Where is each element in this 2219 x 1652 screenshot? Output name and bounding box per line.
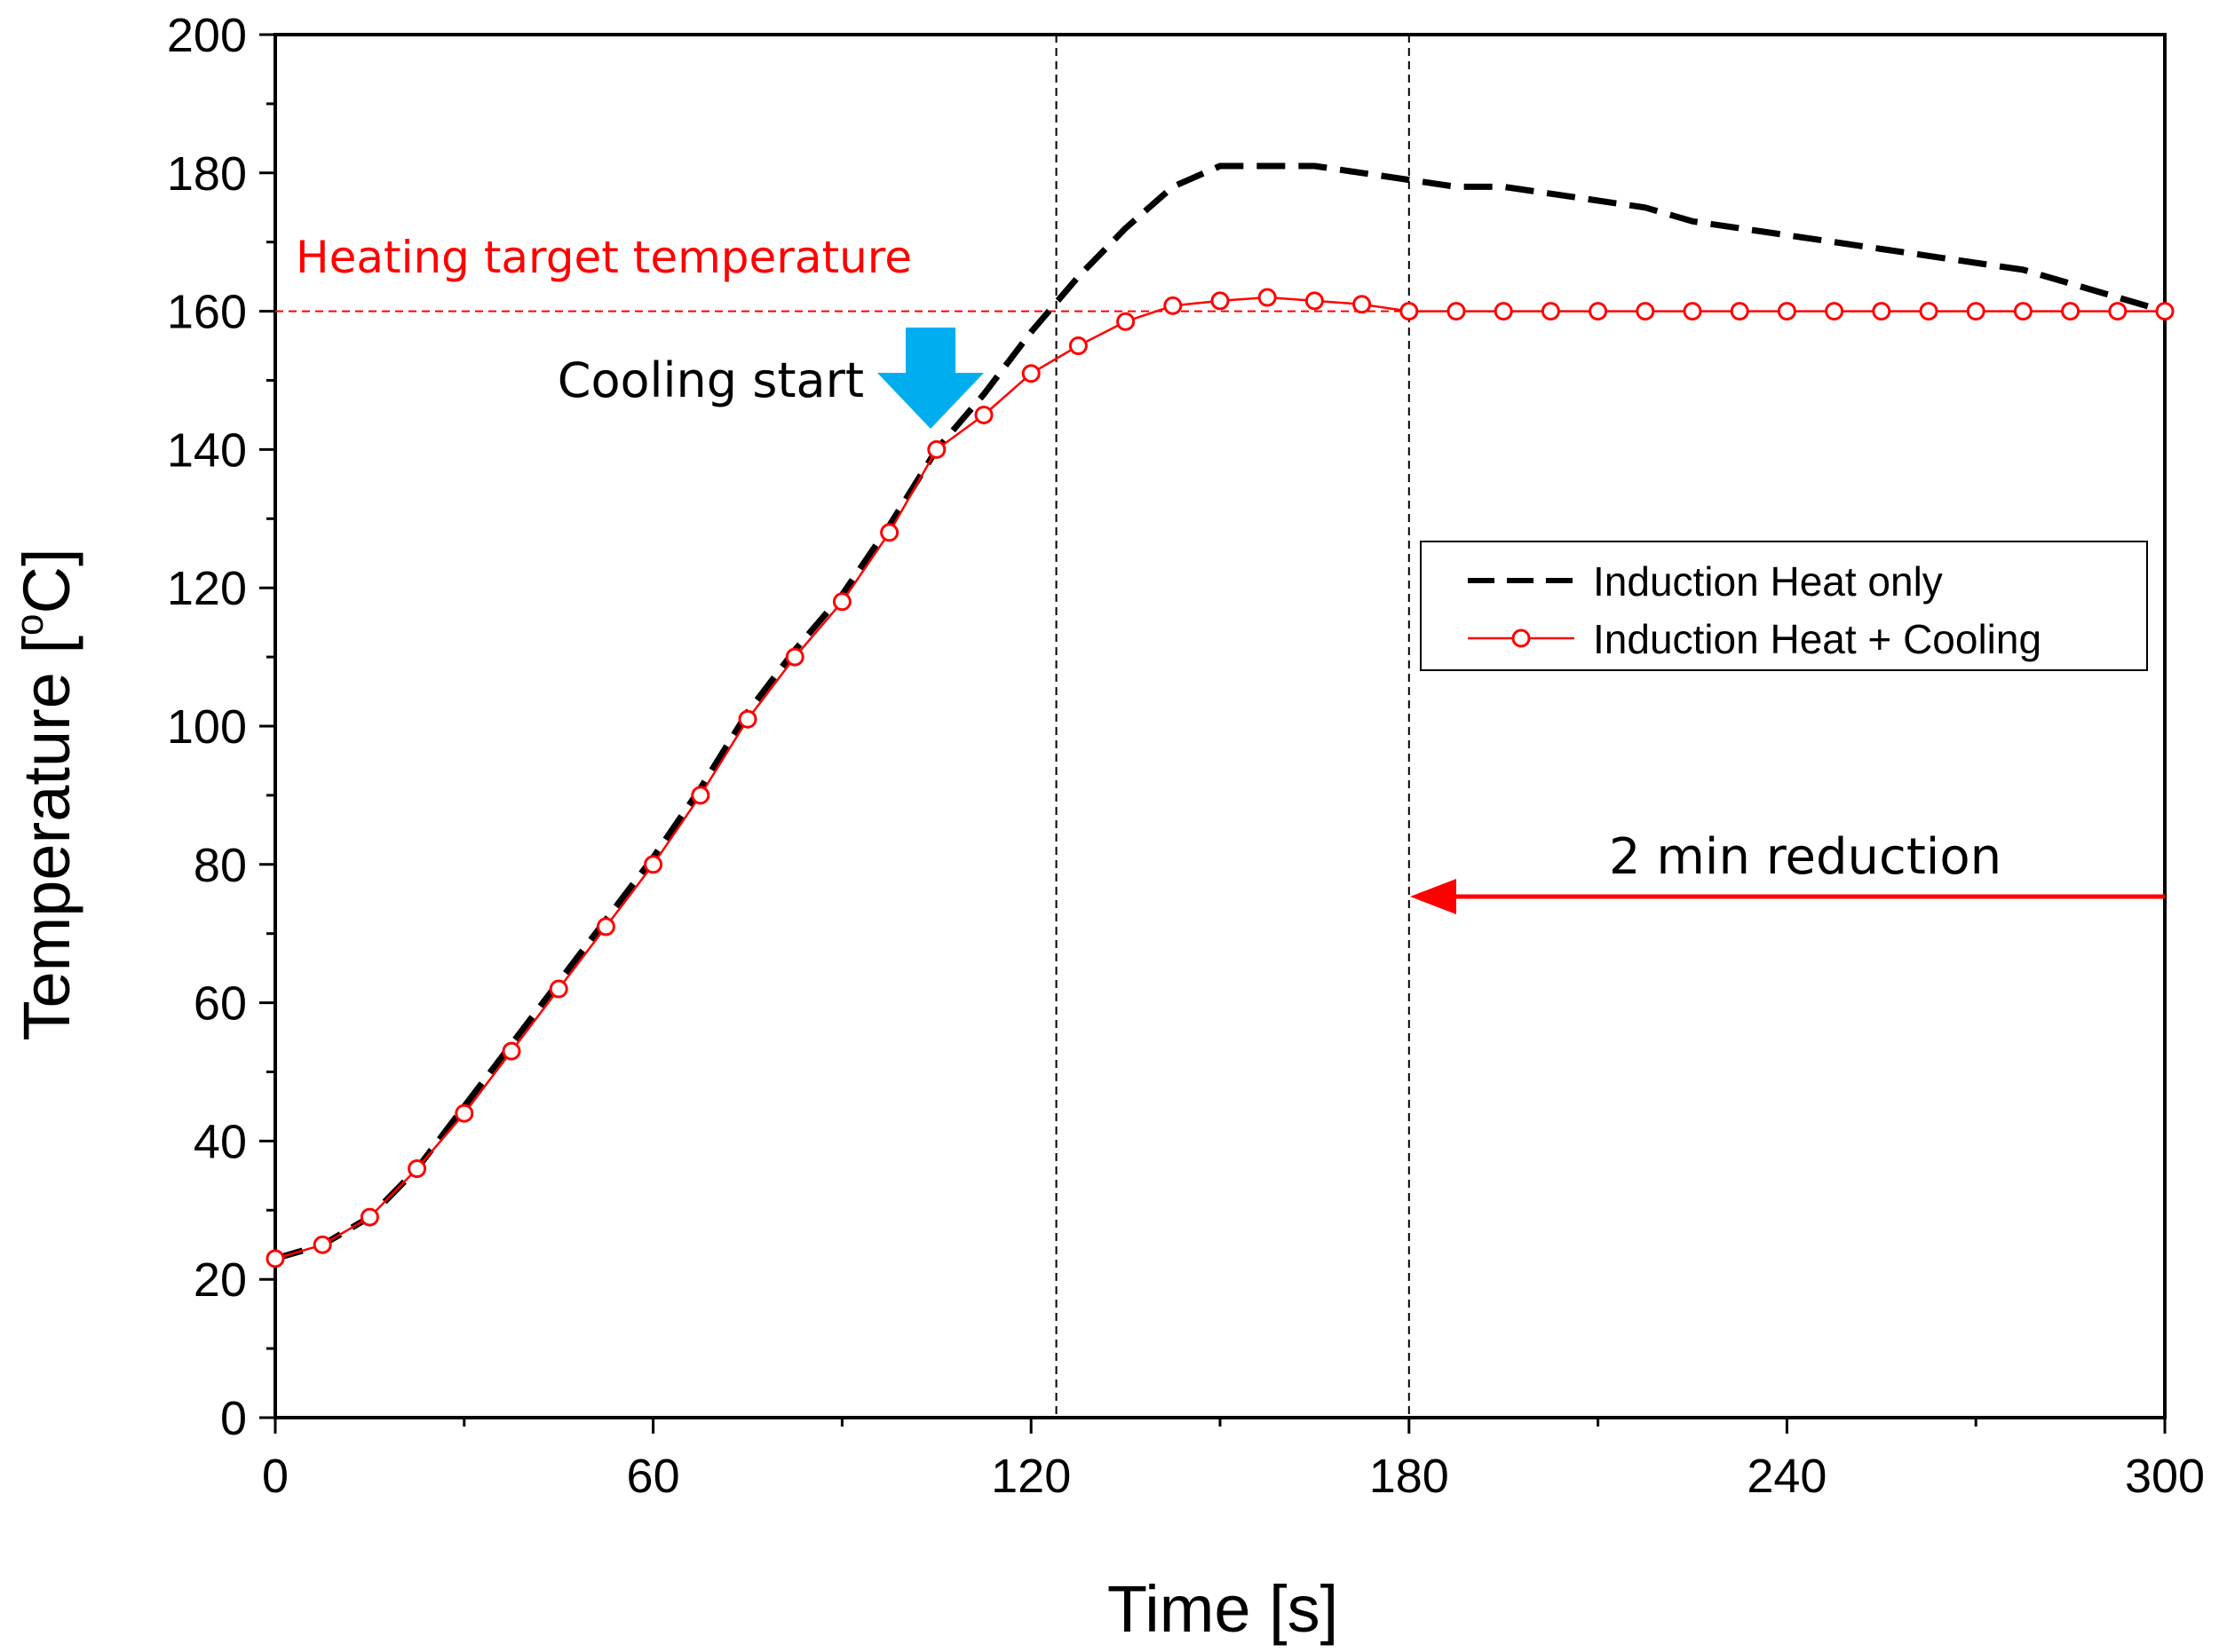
data-point-heat-cooling bbox=[1541, 302, 1560, 321]
reduction-label: 2 min reduction bbox=[1609, 828, 2001, 886]
data-point-heat-cooling bbox=[1872, 302, 1891, 321]
x-tick-label: 180 bbox=[1369, 1450, 1449, 1503]
y-tick-label: 180 bbox=[167, 147, 247, 201]
data-point-heat-cooling bbox=[2061, 302, 2080, 321]
data-point-heat-cooling bbox=[1494, 302, 1513, 321]
data-point-heat-cooling bbox=[974, 405, 994, 424]
y-tick-label: 40 bbox=[194, 1115, 247, 1168]
series-line-heat-only bbox=[274, 162, 2166, 1262]
data-point-heat-cooling bbox=[1021, 364, 1041, 383]
y-tick-label: 0 bbox=[220, 1392, 247, 1445]
data-point-heat-cooling bbox=[265, 1249, 285, 1269]
legend-marker-heat-cooling bbox=[1511, 628, 1531, 648]
legend-label-heat-only: Induction Heat only bbox=[1593, 558, 1943, 605]
x-tick-label: 120 bbox=[991, 1450, 1071, 1503]
data-point-heat-cooling bbox=[1919, 302, 1938, 321]
data-point-heat-cooling bbox=[1683, 302, 1702, 321]
data-point-heat-cooling bbox=[1730, 302, 1749, 321]
y-tick-label: 80 bbox=[194, 839, 247, 892]
series-line-heat-cooling bbox=[274, 296, 2165, 1261]
data-point-heat-cooling bbox=[785, 647, 804, 667]
data-point-heat-cooling bbox=[927, 439, 947, 459]
x-tick-label: 0 bbox=[262, 1450, 289, 1503]
data-point-heat-cooling bbox=[1163, 296, 1183, 315]
data-point-heat-cooling bbox=[1446, 302, 1466, 321]
x-tick-label: 60 bbox=[627, 1450, 680, 1503]
target-temperature-label: Heating target temperature bbox=[296, 232, 912, 283]
y-axis-label: Temperature [oC] bbox=[8, 548, 83, 1040]
data-point-heat-cooling bbox=[1777, 302, 1796, 321]
data-point-heat-cooling bbox=[502, 1041, 521, 1061]
data-point-heat-cooling bbox=[2013, 302, 2033, 321]
y-tick-label: 100 bbox=[167, 700, 247, 754]
x-axis-label: Time [s] bbox=[1107, 1572, 1338, 1646]
data-point-heat-cooling bbox=[1589, 302, 1608, 321]
y-tick-label: 120 bbox=[167, 562, 247, 615]
data-point-heat-cooling bbox=[1116, 312, 1136, 331]
data-point-heat-cooling bbox=[1210, 291, 1230, 311]
data-point-heat-cooling bbox=[644, 855, 663, 874]
reduction-arrow-head-icon bbox=[1410, 879, 1456, 914]
data-point-heat-cooling bbox=[1825, 302, 1844, 321]
data-point-heat-cooling bbox=[880, 523, 899, 542]
legend: Induction Heat only Induction Heat + Coo… bbox=[1420, 541, 2148, 671]
data-point-heat-cooling bbox=[1966, 302, 1985, 321]
data-point-heat-cooling bbox=[596, 917, 615, 937]
y-tick-label: 160 bbox=[167, 286, 247, 339]
data-point-heat-cooling bbox=[2108, 302, 2128, 321]
series-layer bbox=[265, 162, 2175, 1269]
data-point-heat-cooling bbox=[1636, 302, 1655, 321]
y-tick-label: 140 bbox=[167, 423, 247, 477]
data-point-heat-cooling bbox=[360, 1207, 379, 1227]
degree-symbol: o bbox=[8, 613, 52, 635]
data-point-heat-cooling bbox=[1352, 295, 1372, 314]
data-point-heat-cooling bbox=[1304, 291, 1324, 311]
y-tick-label: 60 bbox=[194, 977, 247, 1031]
legend-box bbox=[1420, 541, 2148, 671]
x-tick-label: 300 bbox=[2125, 1450, 2205, 1503]
data-point-heat-cooling bbox=[1257, 288, 1277, 307]
cooling-start-label: Cooling start bbox=[558, 352, 864, 408]
data-point-heat-cooling bbox=[455, 1103, 474, 1123]
data-point-heat-cooling bbox=[2155, 302, 2175, 321]
x-tick-label: 240 bbox=[1747, 1450, 1827, 1503]
data-point-heat-cooling bbox=[408, 1159, 427, 1179]
axes-layer: 0 60 120 180 240 300 0 20 40 60 80 100 120 140 160 180 2… bbox=[167, 9, 2205, 1503]
data-point-heat-cooling bbox=[1068, 336, 1088, 356]
data-point-heat-cooling bbox=[313, 1235, 332, 1254]
data-point-heat-cooling bbox=[832, 592, 852, 612]
legend-label-heat-cooling: Induction Heat + Cooling bbox=[1593, 616, 2041, 662]
data-point-heat-cooling bbox=[691, 786, 710, 805]
cooling-start-arrow-icon bbox=[877, 328, 984, 429]
y-tick-label: 200 bbox=[167, 9, 247, 62]
data-point-heat-cooling bbox=[549, 979, 568, 999]
data-point-heat-cooling bbox=[1399, 302, 1419, 321]
data-point-heat-cooling bbox=[738, 709, 757, 729]
y-tick-label: 20 bbox=[194, 1253, 247, 1307]
